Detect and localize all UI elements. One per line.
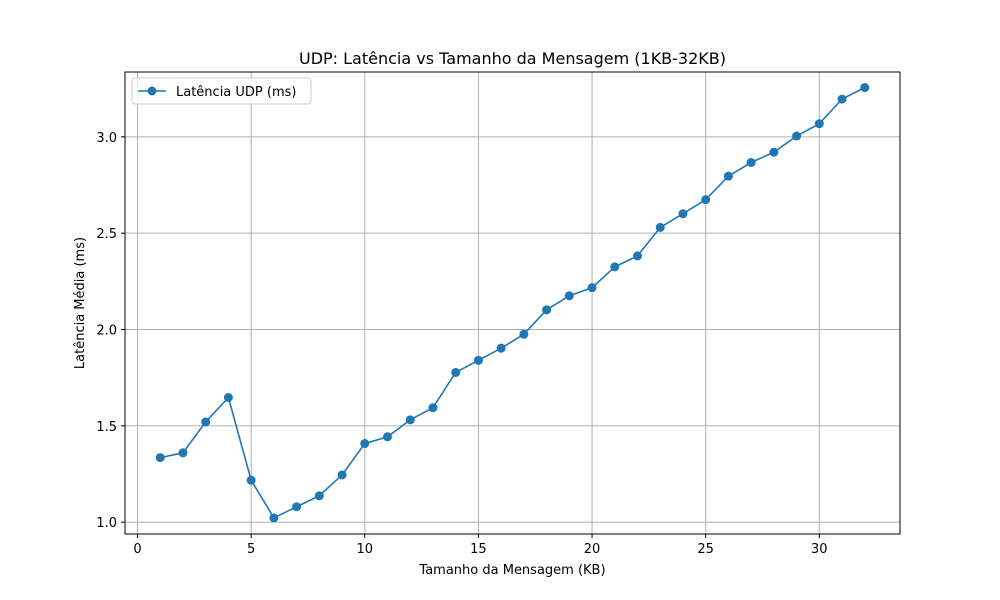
data-point <box>633 251 642 261</box>
data-point <box>223 393 233 402</box>
x-tick-label: 0 <box>133 542 141 557</box>
data-point <box>723 171 733 181</box>
data-point <box>519 329 529 339</box>
y-tick-label: 1.5 <box>96 420 117 435</box>
y-tick-label: 2.5 <box>96 227 117 242</box>
data-point <box>655 222 665 232</box>
x-tick-label: 10 <box>356 542 373 557</box>
data-point <box>814 119 824 129</box>
x-tick-label: 15 <box>470 542 487 557</box>
data-point <box>564 291 574 301</box>
x-axis-label: Tamanho da Mensagem (KB) <box>418 563 605 578</box>
data-point <box>860 83 870 93</box>
series-layer <box>155 83 870 523</box>
legend-marker <box>147 86 157 96</box>
axis-ticks: 0 5 10 15 20 25 30 1.0 1.5 2.0 2.5 3.0 <box>96 131 827 557</box>
legend: Latência UDP (ms) <box>131 77 312 105</box>
x-tick-label: 5 <box>247 542 255 557</box>
data-point <box>360 439 370 449</box>
series-line <box>160 86 866 519</box>
y-tick-label: 3.0 <box>96 131 117 146</box>
y-tick-label: 2.0 <box>96 323 117 338</box>
legend-box <box>131 77 312 105</box>
x-tick-label: 20 <box>584 542 601 557</box>
legend-label: Latência UDP (ms) <box>176 85 296 100</box>
data-point <box>201 417 211 427</box>
data-point <box>451 367 461 377</box>
data-point <box>383 432 392 442</box>
data-point <box>473 355 483 365</box>
data-point <box>837 94 847 104</box>
data-point <box>314 491 324 501</box>
data-point <box>678 209 688 219</box>
x-tick-label: 25 <box>697 542 714 557</box>
data-point <box>155 453 165 463</box>
y-tick-label: 1.0 <box>96 516 117 531</box>
data-point <box>428 403 438 413</box>
data-point <box>496 343 506 353</box>
chart-title: UDP: Latência vs Tamanho da Mensagem (1K… <box>299 49 726 68</box>
data-point <box>542 305 552 315</box>
data-point <box>269 513 279 523</box>
plot-frame <box>124 71 901 535</box>
data-point <box>746 157 756 167</box>
data-point <box>792 131 802 141</box>
data-point <box>701 195 711 205</box>
data-point <box>178 448 188 458</box>
data-point <box>587 283 597 293</box>
data-point <box>337 470 347 480</box>
x-tick-label: 30 <box>811 542 828 557</box>
data-point <box>610 262 620 272</box>
data-point <box>769 147 779 157</box>
y-axis-label: Latência Média (ms) <box>73 237 88 369</box>
data-point <box>246 475 256 485</box>
data-point <box>292 502 302 512</box>
data-point <box>405 415 415 425</box>
grid-lines <box>125 72 900 534</box>
